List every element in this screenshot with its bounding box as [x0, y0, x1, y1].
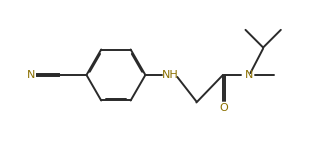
Text: N: N [27, 70, 35, 80]
Text: N: N [245, 70, 254, 80]
Text: O: O [219, 103, 228, 113]
Text: NH: NH [162, 70, 178, 80]
